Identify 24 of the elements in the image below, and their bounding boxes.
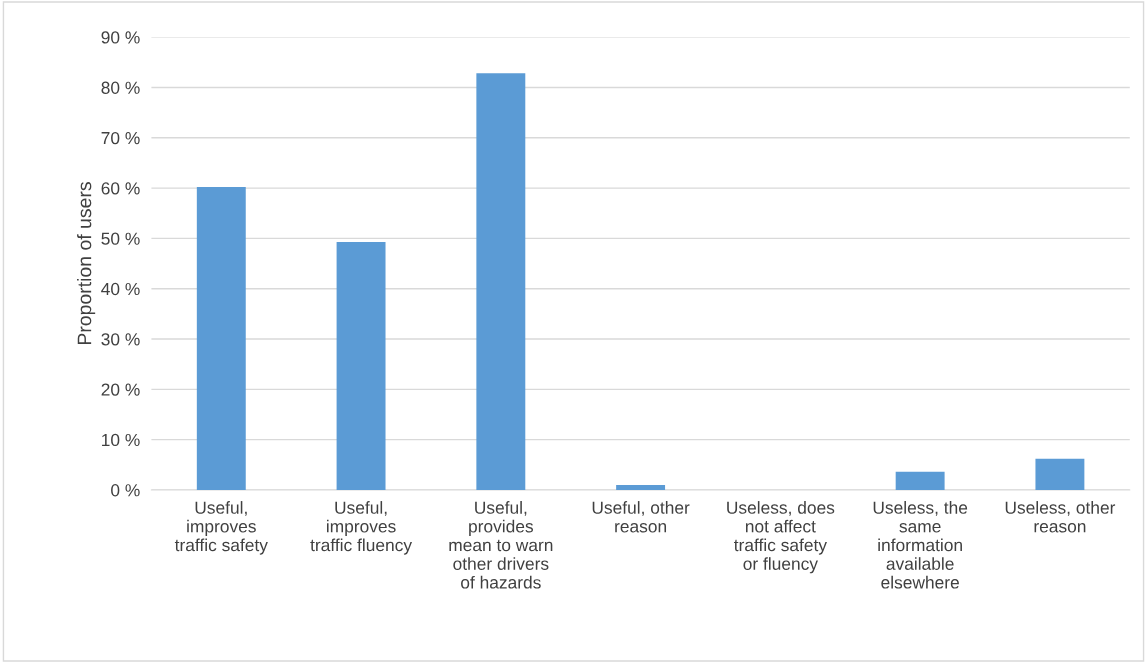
x-tick-label: Useful, other reason xyxy=(592,501,690,533)
y-tick-label: 50 % xyxy=(101,232,140,245)
bar xyxy=(616,484,666,490)
y-tick-label: 60 % xyxy=(101,182,140,195)
x-tick-label: Useful, improves traffic safety xyxy=(174,501,268,555)
bar xyxy=(1035,458,1085,490)
x-tick-label: Useful, provides mean to warn other drivers of hazards xyxy=(449,501,553,589)
y-axis-title: Proportion of users xyxy=(77,182,96,345)
x-tick-label: Useful, improves traffic fluency xyxy=(310,501,413,555)
y-tick-label: 80 % xyxy=(101,81,140,94)
bar xyxy=(895,471,945,490)
y-tick-label: 30 % xyxy=(101,333,140,346)
y-tick-label: 40 % xyxy=(101,282,140,296)
y-tick-label: 20 % xyxy=(101,383,140,396)
y-tick-label: 70 % xyxy=(101,131,140,145)
x-tick-label: Useless, does not affect traffic safety or fluency xyxy=(727,501,835,574)
y-tick-label: 90 % xyxy=(101,31,140,44)
bar xyxy=(196,187,246,490)
x-tick-label: Useless, the same information available elsewhere xyxy=(873,501,968,589)
y-tick-label: 0 % xyxy=(111,484,140,497)
bar xyxy=(336,241,386,490)
x-tick-label: Useless, other reason xyxy=(1005,501,1116,533)
y-tick-label: 10 % xyxy=(102,433,140,447)
bar xyxy=(476,73,526,490)
